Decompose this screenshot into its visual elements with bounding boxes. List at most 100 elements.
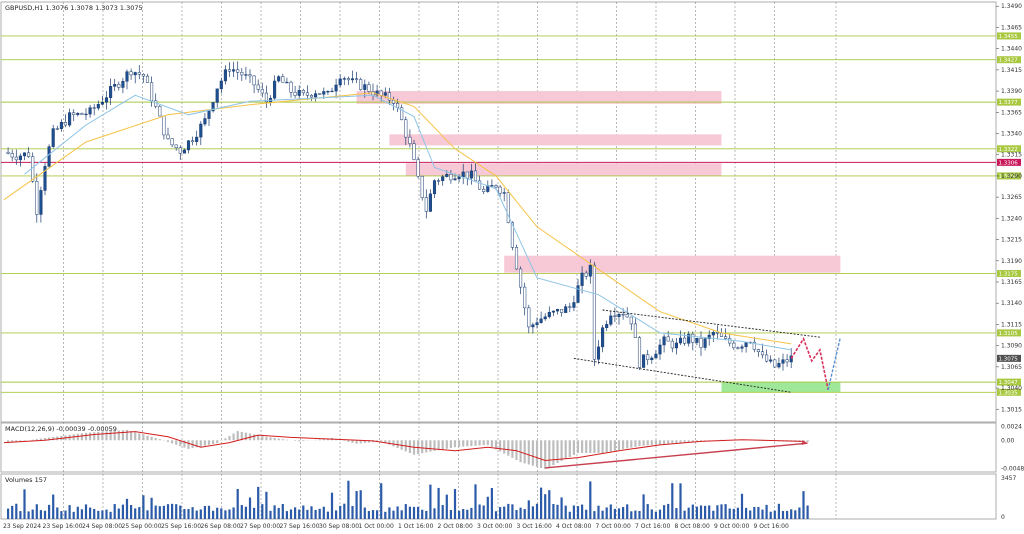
volume-bar: [146, 510, 149, 519]
macd-panel: 0.0024 0.00 -0.00486: [3, 423, 1024, 472]
candle-body: [84, 113, 88, 116]
volume-bar: [527, 500, 530, 519]
macd-histogram-bar: [531, 440, 534, 466]
volume-bar: [576, 506, 580, 519]
volume-bar: [240, 505, 243, 519]
volume-bar: [425, 510, 428, 519]
channel-lower-line: [573, 357, 792, 393]
volume-bar: [392, 510, 395, 519]
macd-histogram-bar: [19, 440, 22, 442]
volume-bar: [220, 508, 223, 519]
macd-histogram-bar: [441, 440, 444, 450]
candle-body: [72, 112, 76, 115]
volume-bar: [540, 487, 543, 519]
volume-bar: [609, 504, 612, 519]
candle-body: [662, 336, 666, 346]
candle-body: [416, 159, 420, 177]
volume-bar: [667, 503, 670, 519]
candle-body: [572, 302, 576, 308]
volume-bar: [326, 511, 329, 519]
macd-histogram-bar: [433, 440, 436, 451]
candle-body: [199, 123, 203, 138]
macd-histogram-bar: [265, 436, 268, 441]
macd-histogram-bar: [429, 440, 432, 452]
volume-bar: [535, 503, 539, 519]
candle-body: [137, 72, 141, 75]
macd-histogram-bar: [679, 440, 682, 443]
macd-histogram-bar: [203, 440, 206, 446]
macd-histogram-bar: [142, 434, 145, 441]
support-zone: [721, 382, 841, 393]
price-tick-label: 1.3240: [1001, 215, 1022, 222]
candle-body: [629, 316, 633, 325]
price-tick-label: 1.3015: [1001, 406, 1022, 413]
volume-bar: [449, 509, 452, 519]
volume-bar: [273, 505, 276, 519]
moving-averages: [3, 92, 792, 351]
volume-bar: [716, 505, 719, 519]
macd-histogram-bar: [101, 431, 104, 441]
volume-bar: [384, 511, 387, 519]
candle-body: [691, 333, 695, 343]
candle-body: [539, 318, 543, 323]
macd-histogram-bar: [314, 439, 317, 441]
macd-histogram-bar: [519, 440, 522, 463]
macd-histogram-bar: [285, 439, 288, 441]
candle-body: [141, 74, 145, 77]
candle-body: [711, 332, 715, 336]
volume-bar: [257, 486, 260, 519]
volume-bar: [281, 503, 284, 519]
macd-histogram-bar: [523, 440, 526, 464]
volume-bar: [400, 510, 403, 519]
volume-bar: [175, 504, 178, 519]
macd-histogram-bar: [355, 440, 358, 444]
candle-body: [519, 268, 523, 288]
candle-body: [43, 166, 47, 191]
candle-body: [744, 342, 748, 348]
volume-bar: [437, 487, 440, 519]
volume-bar: [663, 505, 666, 519]
volume-bar: [704, 505, 707, 519]
chart-labels: GBPUSD,H1 1.3076 1.3078 1.3073 1.3075 MA…: [5, 4, 143, 484]
volume-bar: [646, 504, 649, 519]
macd-histogram-bar: [302, 440, 305, 442]
candle-body: [609, 315, 613, 325]
macd-histogram-bar: [658, 440, 662, 445]
volume-bar: [31, 509, 34, 519]
candle-body: [104, 97, 109, 103]
candle-body: [785, 359, 789, 363]
volume-tick-label: 3457: [1001, 475, 1016, 482]
candle-body: [318, 93, 322, 95]
candle-body: [658, 344, 662, 355]
macd-histogram-bar: [687, 440, 690, 443]
volume-bar: [781, 510, 785, 519]
time-tick-label: 8 Oct 08:00: [675, 523, 710, 530]
macd-histogram-bar: [581, 440, 584, 453]
volume-bar: [224, 510, 227, 519]
volume-label: Volumes 157: [5, 476, 47, 484]
candle-body: [92, 107, 96, 109]
macd-histogram-bar: [486, 440, 489, 445]
macd-histogram-bar: [15, 440, 18, 443]
candle-body: [404, 119, 408, 138]
candle-body: [719, 332, 724, 337]
candle-body: [494, 185, 498, 188]
macd-histogram-bar: [667, 440, 670, 444]
macd-histogram-bar: [597, 440, 600, 453]
horizontal-levels: 1.3455 1.3427 1.3377 1.3322 1.3306 1.3290 1.31…: [1, 32, 1021, 396]
macd-histogram-bar: [642, 440, 645, 446]
volume-bar: [396, 506, 399, 519]
macd-histogram-bar: [84, 432, 88, 441]
volume-bar: [359, 490, 362, 519]
macd-histogram-bar: [261, 436, 264, 441]
candle-body: [527, 307, 531, 328]
candle-body: [236, 69, 240, 73]
time-tick-label: 25 Sep 16:00: [161, 523, 201, 530]
macd-histogram-bar: [720, 439, 723, 441]
candle-body: [281, 76, 285, 83]
level-tag-label: 1.3035: [999, 390, 1019, 396]
candle-body: [650, 357, 654, 360]
candle-body: [642, 354, 646, 368]
candle-body: [437, 180, 441, 182]
candle-body: [670, 340, 674, 349]
